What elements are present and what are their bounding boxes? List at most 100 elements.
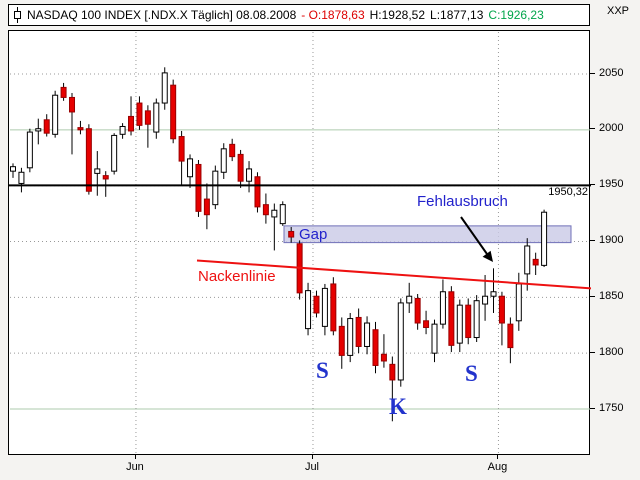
candle-body	[490, 291, 497, 297]
candle-body	[524, 245, 531, 275]
candle-body	[187, 158, 194, 178]
candle-body	[195, 163, 202, 212]
fehlausbruch-arrow	[460, 216, 488, 255]
candle-body	[111, 134, 118, 172]
candle-body	[321, 287, 328, 327]
candle-body	[94, 168, 101, 174]
candle-body	[60, 86, 67, 98]
chart-titlebar: NASDAQ 100 INDEX [.NDX.X Täglich] 08.08.…	[8, 4, 590, 26]
y-axis-label: 1950	[599, 178, 624, 191]
candle-body	[498, 295, 505, 324]
candle-body	[313, 295, 320, 314]
y-axis-label: 2050	[599, 66, 624, 79]
gap-zone-rect	[283, 225, 572, 244]
candle-body	[203, 198, 210, 216]
x-axis-tick	[497, 455, 499, 459]
candlestick-chart	[9, 32, 591, 455]
candle-body	[52, 94, 59, 135]
x-axis-label: Jun	[126, 461, 144, 473]
head-label: K	[389, 394, 407, 419]
candle-body	[102, 175, 109, 180]
candle-body	[26, 131, 33, 169]
candle-body	[364, 322, 371, 347]
candle-body	[515, 283, 522, 322]
candle-body	[254, 176, 261, 208]
candle-body	[77, 127, 84, 131]
workspace-label: XXP	[607, 5, 630, 17]
y-axis-label: 1850	[599, 289, 624, 302]
y-axis-tick	[590, 184, 595, 186]
candle-body	[271, 209, 278, 218]
candle-body	[431, 323, 438, 354]
candle-body	[330, 283, 337, 332]
candlestick-icon	[13, 7, 22, 23]
left-shoulder-label: S	[316, 358, 329, 383]
y-axis-label: 2000	[599, 122, 624, 135]
candle-body	[69, 96, 76, 113]
x-axis-label: Jul	[304, 461, 319, 473]
candlestick-chart-area[interactable]	[8, 30, 591, 455]
candle-body	[119, 125, 126, 135]
candle-body	[473, 300, 480, 339]
candle-body	[355, 316, 362, 347]
candle-body	[380, 353, 387, 362]
candle-body	[144, 110, 151, 125]
candle-body	[406, 295, 413, 304]
right-shoulder-label: S	[465, 361, 478, 386]
candle-body	[347, 318, 354, 356]
candle-body	[439, 291, 446, 325]
fehlausbruch-arrowhead	[482, 250, 493, 262]
candle-body	[128, 115, 135, 132]
x-axis-label: Aug	[487, 461, 508, 473]
y-axis-tick	[590, 72, 595, 74]
title-symbol-date: NASDAQ 100 INDEX [.NDX.X Täglich] 08.08.…	[27, 8, 297, 22]
y-axis-tick	[590, 351, 595, 353]
candle-body	[482, 295, 489, 305]
candle-body	[136, 102, 143, 126]
candle-body	[178, 136, 185, 162]
title-high-value: H:1928,52	[369, 8, 426, 22]
candle-body	[541, 211, 548, 266]
candle-body	[456, 304, 463, 344]
candle-body	[305, 290, 312, 330]
neckline	[196, 259, 591, 290]
candle-body	[43, 119, 50, 134]
candle-body	[507, 323, 514, 349]
candle-body	[262, 204, 269, 216]
candle-body	[465, 304, 472, 339]
candle-body	[18, 171, 25, 184]
candle-body	[279, 204, 286, 225]
candle-body	[288, 230, 295, 238]
false-breakout-annotation-label: Fehlausbruch	[417, 193, 508, 210]
candle-body	[448, 291, 455, 346]
candle-body	[246, 168, 253, 182]
title-low-value: L:1877,13	[430, 8, 484, 22]
candle-body	[229, 143, 236, 158]
breakout-price-label: 1950,32	[548, 186, 588, 198]
x-axis-tick	[311, 455, 313, 459]
candle-body	[35, 128, 42, 132]
title-open-value: - O:1878,63	[301, 8, 365, 22]
candle-body	[237, 153, 244, 182]
y-axis-tick	[590, 240, 595, 241]
title-close-value: C:1926,23	[488, 8, 544, 22]
gap-annotation-label: Gap	[299, 226, 328, 243]
candle-body	[423, 320, 430, 328]
candle-body	[389, 363, 396, 381]
candle-body	[10, 166, 16, 172]
candle-body	[161, 72, 168, 104]
y-axis-label: 1900	[599, 234, 624, 246]
candle-body	[338, 325, 345, 356]
y-axis-label: 1750	[599, 401, 624, 414]
candle-body	[212, 170, 219, 206]
candle-body	[153, 102, 160, 133]
candle-body	[397, 302, 404, 381]
candle-body	[85, 128, 92, 192]
candle-body	[532, 258, 539, 266]
x-axis-tick	[134, 455, 136, 459]
candle-body	[170, 84, 177, 140]
candle-body	[220, 148, 227, 173]
y-axis-tick	[590, 128, 595, 130]
y-axis-tick	[590, 407, 595, 409]
